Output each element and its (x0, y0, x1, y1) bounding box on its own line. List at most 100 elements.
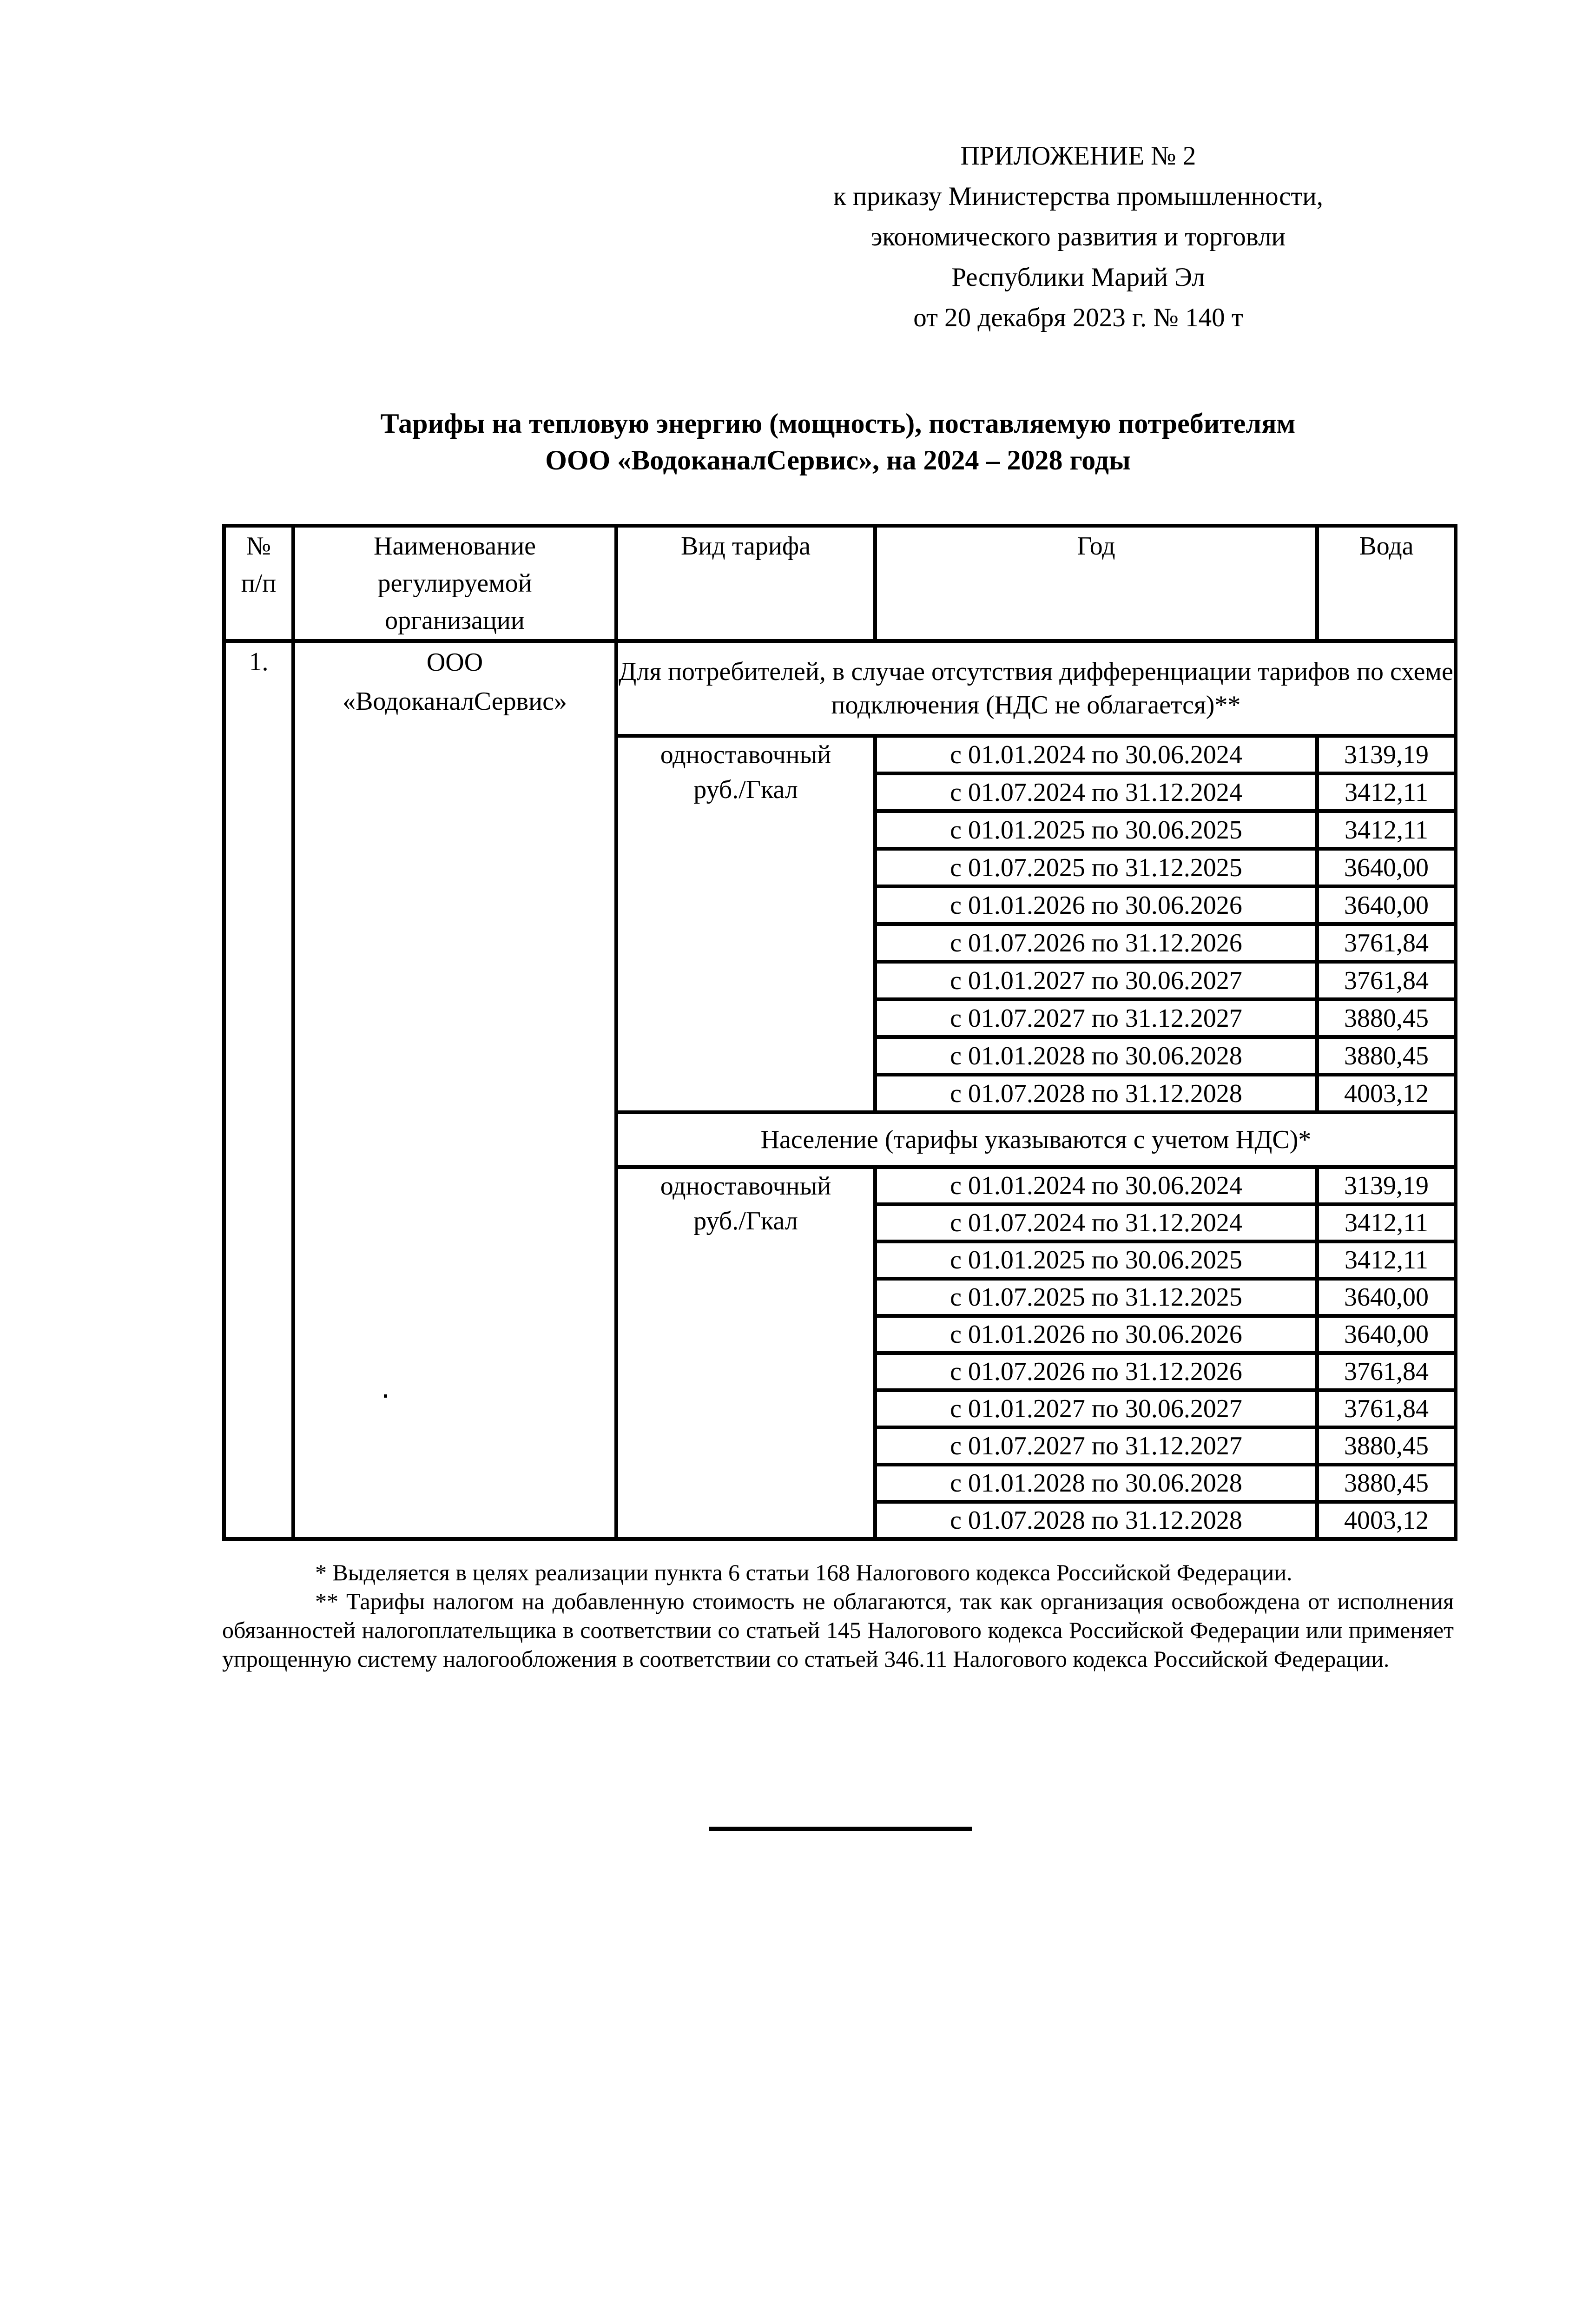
tariff-row: с 01.01.2027 по 30.06.2027 3761,84 (224, 1388, 1457, 1429)
period-cell: с 01.01.2026 по 30.06.2026 (873, 1314, 1319, 1355)
tariff-row: с 01.07.2028 по 31.12.2028 4003,12 (224, 1500, 1457, 1541)
appendix-number: ПРИЛОЖЕНИЕ № 2 (960, 141, 1196, 171)
tariff-row: с 01.07.2024 по 31.12.2024 3412,11 (224, 1202, 1457, 1243)
tariff-row: с 01.01.2026 по 30.06.2026 3640,00 (224, 1314, 1457, 1355)
tariff-type-line-2: руб./Гкал (693, 1207, 798, 1235)
col-header-num: № п/п (222, 524, 295, 643)
scan-speck-artifact (384, 1394, 387, 1398)
tariff-row: с 01.07.2026 по 31.12.2026 3761,84 (224, 922, 1457, 964)
col-header-year: Год (873, 524, 1319, 643)
period-cell: с 01.07.2025 по 31.12.2025 (873, 847, 1319, 888)
appendix-header: ПРИЛОЖЕНИЕ № 2 к приказу Министерства пр… (744, 136, 1413, 338)
table-header-row: № п/п Наименование регулируемой организа… (222, 524, 1457, 643)
row-number-cell: 1. (222, 639, 295, 1541)
tariff-row: с 01.07.2025 по 31.12.2025 3640,00 (224, 847, 1457, 888)
value-cell: 3412,11 (1315, 1202, 1457, 1243)
value-cell: 3640,00 (1315, 1314, 1457, 1355)
col-header-organization-line-3: организации (385, 606, 525, 635)
appendix-line-date: от 20 декабря 2023 г. № 140 т (913, 303, 1243, 332)
period-cell: с 01.01.2027 по 30.06.2027 (873, 1388, 1319, 1429)
value-cell: 3139,19 (1315, 1165, 1457, 1206)
tariff-type-line-2: руб./Гкал (693, 775, 798, 804)
value-cell: 3412,11 (1315, 1240, 1457, 1281)
value-cell: 3640,00 (1315, 1277, 1457, 1318)
period-cell: с 01.07.2028 по 31.12.2028 (873, 1500, 1319, 1541)
value-cell: 3880,45 (1315, 1463, 1457, 1504)
section-row-population: Население (тарифы указываются с учетом Н… (224, 1110, 1457, 1169)
tariff-row: с 01.01.2028 по 30.06.2028 3880,45 (224, 1463, 1457, 1504)
value-cell: 3412,11 (1315, 809, 1457, 851)
period-cell: с 01.07.2028 по 31.12.2028 (873, 1073, 1319, 1114)
value-cell: 4003,12 (1315, 1073, 1457, 1114)
value-cell: 3880,45 (1315, 1035, 1457, 1076)
col-header-num-line-2: п/п (241, 569, 277, 598)
col-header-organization: Наименование регулируемой организации (291, 524, 618, 643)
value-cell: 3761,84 (1315, 922, 1457, 964)
tariff-row: с 01.01.2027 по 30.06.2027 3761,84 (224, 960, 1457, 1001)
appendix-line-order: к приказу Министерства промышленности, (833, 182, 1324, 211)
period-cell: с 01.07.2024 по 31.12.2024 (873, 1202, 1319, 1243)
tariff-type-cell-consumers: одноставочный руб./Гкал (614, 734, 877, 1114)
tariff-type-line-1: одноставочный (660, 1172, 831, 1201)
value-cell: 3880,45 (1315, 1426, 1457, 1466)
footnote-1: * Выделяется в целях реализации пункта 6… (315, 1559, 1292, 1585)
period-cell: с 01.07.2026 по 31.12.2026 (873, 1351, 1319, 1392)
period-cell: с 01.01.2028 по 30.06.2028 (873, 1035, 1319, 1076)
period-cell: с 01.07.2025 по 31.12.2025 (873, 1277, 1319, 1318)
value-cell: 3761,84 (1315, 960, 1457, 1001)
tariff-row: с 01.07.2026 по 31.12.2026 3761,84 (224, 1351, 1457, 1392)
period-cell: с 01.01.2026 по 30.06.2026 (873, 885, 1319, 926)
tariff-row: с 01.01.2025 по 30.06.2025 3412,11 (224, 809, 1457, 851)
separator-line (709, 1827, 972, 1831)
tariff-row: с 01.07.2028 по 31.12.2028 4003,12 (224, 1073, 1457, 1114)
col-header-organization-line-1: Наименование (374, 532, 536, 561)
appendix-line-ministry: экономического развития и торговли (870, 222, 1286, 251)
period-cell: с 01.07.2027 по 31.12.2027 (873, 1426, 1319, 1466)
organization-line-2: «ВодоканалСервис» (343, 687, 567, 716)
organization-cell: ООО «ВодоканалСервис» (291, 639, 618, 1541)
period-cell: с 01.07.2027 по 31.12.2027 (873, 997, 1319, 1039)
period-cell: с 01.01.2027 по 30.06.2027 (873, 960, 1319, 1001)
section-title-population: Население (тарифы указываются с учетом Н… (614, 1110, 1457, 1169)
period-cell: с 01.01.2025 по 30.06.2025 (873, 809, 1319, 851)
document-title-line-1: Тарифы на тепловую энергию (мощность), п… (380, 408, 1296, 439)
organization-line-1: ООО (426, 648, 483, 677)
tariff-row: с 01.07.2024 по 31.12.2024 3412,11 (224, 772, 1457, 813)
period-cell: с 01.07.2024 по 31.12.2024 (873, 772, 1319, 813)
col-header-num-line-1: № (246, 532, 271, 561)
tariff-row: с 01.01.2028 по 30.06.2028 3880,45 (224, 1035, 1457, 1076)
tariff-type-line-1: одноставочный (660, 740, 831, 769)
value-cell: 3412,11 (1315, 772, 1457, 813)
period-cell: с 01.01.2025 по 30.06.2025 (873, 1240, 1319, 1281)
tariff-row: с 01.07.2025 по 31.12.2025 3640,00 (224, 1277, 1457, 1318)
tariff-row: одноставочный руб./Гкал с 01.01.2024 по … (224, 734, 1457, 1114)
period-cell: с 01.01.2024 по 30.06.2024 (873, 734, 1319, 775)
section-title-consumers: Для потребителей, в случае отсутствия ди… (614, 639, 1457, 738)
value-cell: 3880,45 (1315, 997, 1457, 1039)
col-header-tariff-type: Вид тарифа (614, 524, 877, 643)
appendix-line-republic: Республики Марий Эл (951, 263, 1205, 292)
period-cell: с 01.01.2024 по 30.06.2024 (873, 1165, 1319, 1206)
tariff-row: с 01.07.2027 по 31.12.2027 3880,45 (224, 1426, 1457, 1466)
tariff-row: с 01.01.2026 по 30.06.2026 3640,00 (224, 885, 1457, 926)
value-cell: 3640,00 (1315, 885, 1457, 926)
value-cell: 3761,84 (1315, 1351, 1457, 1392)
value-cell: 4003,12 (1315, 1500, 1457, 1541)
document-title-line-2: ООО «ВодоканалСервис», на 2024 – 2028 го… (545, 445, 1131, 475)
col-header-water: Вода (1315, 524, 1457, 643)
footnote-2: ** Тарифы налогом на добавленную стоимос… (222, 1588, 1454, 1672)
tariff-row: с 01.07.2027 по 31.12.2027 3880,45 (224, 997, 1457, 1039)
footnotes: * Выделяется в целях реализации пункта 6… (222, 1558, 1454, 1673)
document-title: Тарифы на тепловую энергию (мощность), п… (222, 405, 1454, 479)
period-cell: с 01.07.2026 по 31.12.2026 (873, 922, 1319, 964)
period-cell: с 01.01.2028 по 30.06.2028 (873, 1463, 1319, 1504)
value-cell: 3640,00 (1315, 847, 1457, 888)
value-cell: 3761,84 (1315, 1388, 1457, 1429)
section-row-consumers: 1. ООО «ВодоканалСервис» Для потребителе… (222, 639, 1457, 1541)
col-header-organization-line-2: регулируемой (377, 569, 532, 598)
value-cell: 3139,19 (1315, 734, 1457, 775)
tariff-row: с 01.01.2025 по 30.06.2025 3412,11 (224, 1240, 1457, 1281)
tariff-type-cell-population: одноставочный руб./Гкал (614, 1165, 877, 1541)
tariff-table: № п/п Наименование регулируемой организа… (222, 524, 1457, 1541)
